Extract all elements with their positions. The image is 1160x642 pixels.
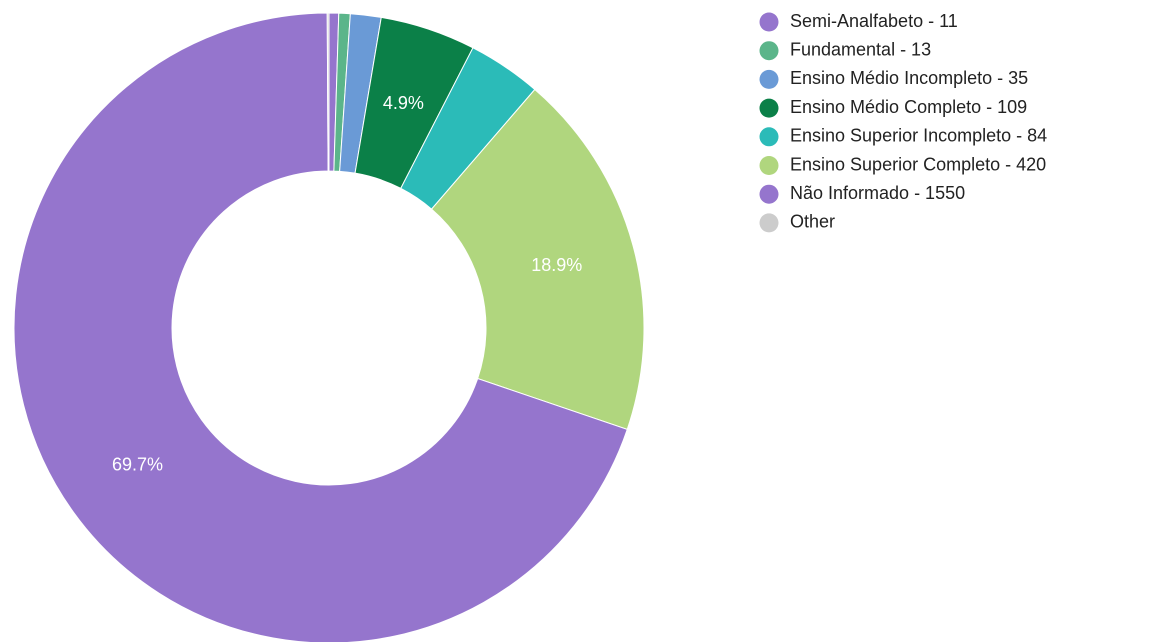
legend-text: Ensino Médio Incompleto - 35	[790, 68, 1028, 88]
legend-text: Ensino Superior Completo - 420	[790, 154, 1046, 174]
legend-text: Não Informado - 1550	[790, 183, 965, 203]
legend-text: Fundamental - 13	[790, 39, 931, 59]
slice	[430, 88, 645, 431]
legend-marker	[759, 98, 779, 118]
legend-marker	[759, 156, 779, 175]
slice-label: 69.7%	[112, 455, 163, 475]
slice	[326, 12, 330, 172]
legend-marker	[759, 41, 779, 61]
legend-marker	[759, 213, 779, 233]
legend-marker	[759, 69, 779, 89]
legend-marker	[759, 12, 779, 32]
legend-text: Ensino Médio Completo - 109	[790, 97, 1027, 117]
legend-text: Other	[790, 212, 835, 232]
slice-label: 18.9%	[531, 255, 582, 275]
legend-text: Ensino Superior Incompleto - 84	[790, 126, 1047, 146]
legend-text: Semi-Analfabeto - 11	[790, 11, 958, 31]
legend-marker	[759, 127, 779, 147]
slice	[13, 12, 628, 642]
slice-label: 4.9%	[383, 93, 424, 113]
legend-marker	[759, 184, 779, 204]
